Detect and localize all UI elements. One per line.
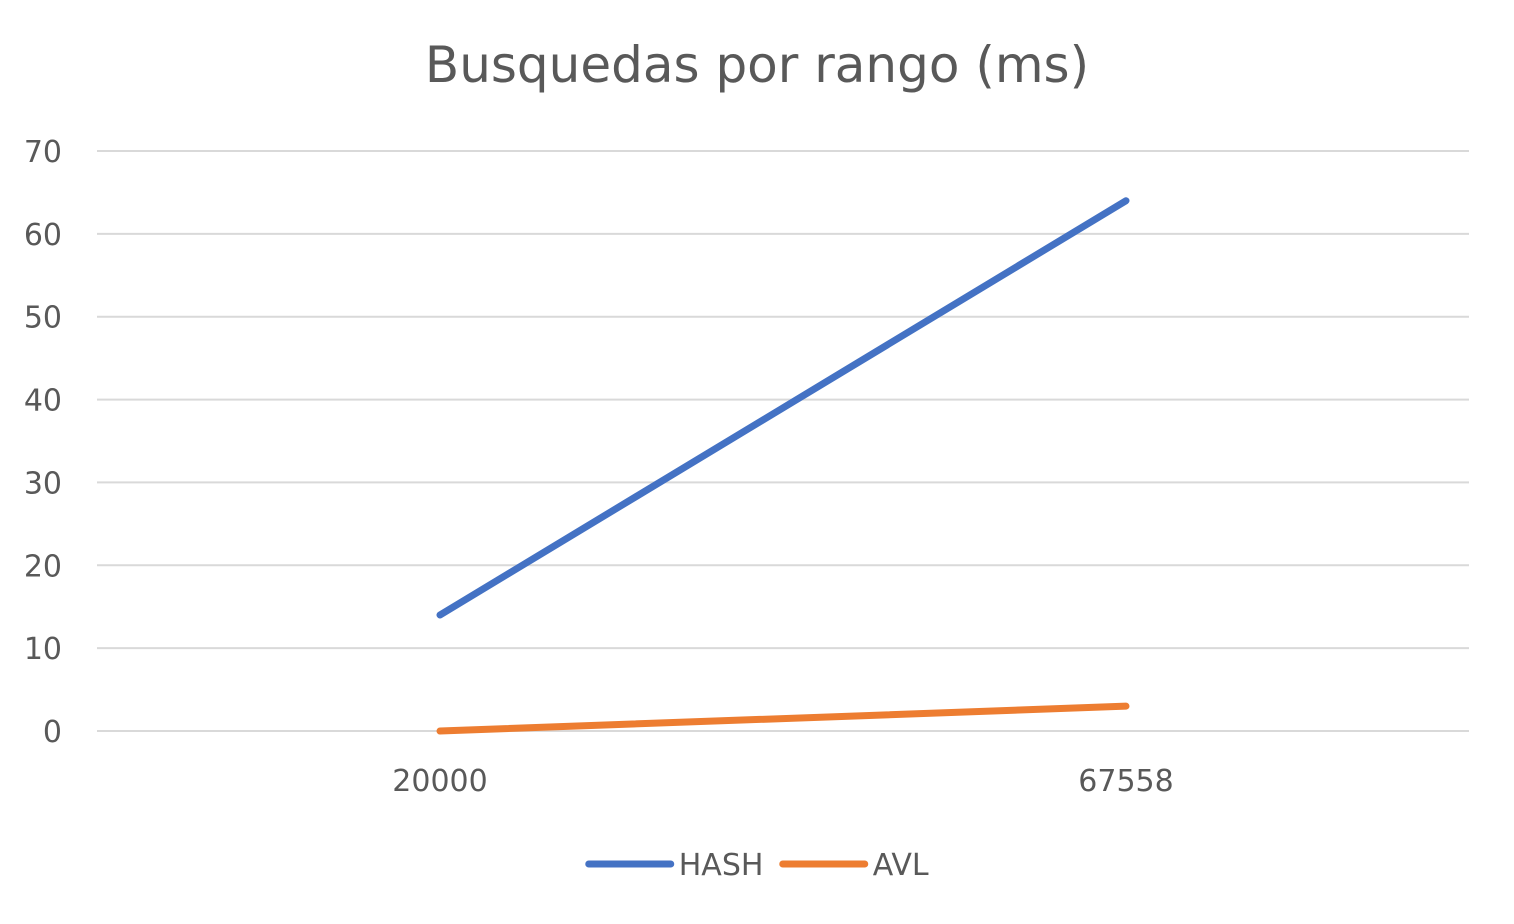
chart-title: Busquedas por rango (ms)	[425, 36, 1089, 94]
y-tick-label: 20	[24, 549, 62, 584]
y-tick-label: 40	[24, 384, 62, 419]
y-tick-label: 70	[24, 135, 62, 170]
y-tick-label: 50	[24, 301, 62, 336]
legend-label-avl: AVL	[873, 848, 929, 883]
series-lines	[436, 197, 1130, 735]
y-tick-label: 10	[24, 632, 62, 667]
gridlines	[97, 150, 1469, 732]
x-tick-label: 67558	[1078, 764, 1173, 799]
y-tick-label: 30	[24, 466, 62, 501]
x-axis-tick-labels: 20000 67558	[392, 764, 1173, 799]
series-line-hash	[436, 197, 1130, 619]
x-tick-label: 20000	[392, 764, 487, 799]
legend-label-hash: HASH	[679, 848, 764, 883]
series-line-avl	[436, 702, 1130, 735]
y-tick-label: 0	[43, 715, 62, 750]
legend: HASH AVL	[585, 848, 929, 883]
y-axis-tick-labels: 0 10 20 30 40 50 60 70	[24, 135, 62, 750]
y-tick-label: 60	[24, 218, 62, 253]
